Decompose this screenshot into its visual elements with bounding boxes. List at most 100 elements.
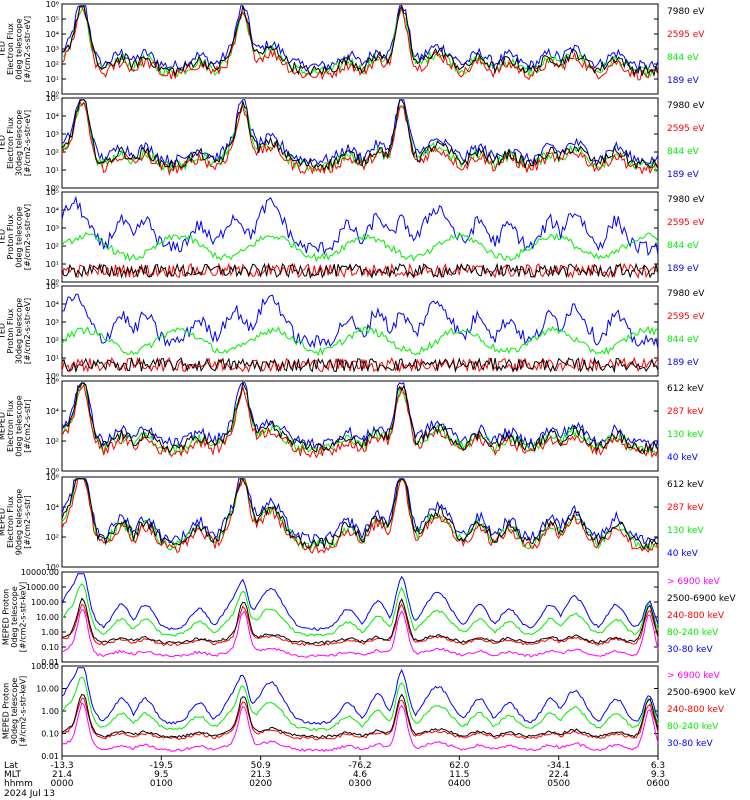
series-line: [61, 262, 659, 279]
y-tick-label: 10⁵: [46, 94, 59, 103]
series-line: [61, 99, 659, 167]
legend-entry: 287 keV: [667, 503, 704, 513]
y-tick-label: 1.00: [41, 628, 59, 637]
y-tick-label: 10²: [46, 336, 59, 345]
legend-entry: 80-240 keV: [667, 722, 719, 732]
legend-entry: 2595 eV: [667, 218, 705, 228]
y-tick-label: 10⁴: [46, 407, 59, 416]
x-tick-label: 9.3: [651, 770, 665, 780]
y-tick-label: 10⁵: [46, 188, 59, 197]
x-tick-label: 50.9: [251, 761, 271, 771]
y-tick-label: 100.00: [31, 662, 59, 671]
legend-entry: 130 keV: [667, 430, 704, 440]
series-line: [61, 99, 659, 171]
y-axis-label: MEPED Proton 90deg telescope [#/cm2-s-str-…: [2, 676, 28, 747]
legend-entry: 2595 eV: [667, 30, 705, 40]
x-tick-label: 21.4: [52, 770, 72, 780]
x-tick-label: -76.2: [348, 761, 371, 771]
panel-4: 10⁰ 10¹ 10² 10³ 10⁴ 10⁵ TED Proton Flux 30deg te…: [0, 282, 705, 381]
x-tick-label: 9.5: [154, 770, 168, 780]
legend-entry: 2595 eV: [667, 312, 705, 322]
legend-entry: > 6900 keV: [667, 577, 721, 587]
legend-entry: 7980 eV: [667, 195, 705, 205]
x-tick-label: 4.6: [353, 770, 368, 780]
y-tick-label: 10¹: [46, 354, 59, 363]
x-tick-label: -19.5: [150, 761, 173, 771]
series-line: [61, 381, 659, 455]
legend-entry: 40 keV: [667, 453, 699, 463]
y-axis-label-line: TED: [0, 41, 6, 58]
y-axis-label-line: 30deg telescope: [14, 110, 23, 177]
y-axis-label-line: [#/cm2-s-str-eV]: [23, 110, 32, 176]
y-axis-label-line: TED: [0, 323, 6, 340]
y-tick-label: 100.00: [31, 598, 59, 607]
y-tick-label: 10³: [46, 45, 59, 54]
legend-entry: 844 eV: [667, 335, 700, 345]
legend-entry: 240-800 keV: [667, 705, 725, 715]
y-tick-label: 1.00: [41, 707, 59, 716]
y-tick-label: 10²: [46, 437, 59, 446]
y-tick-label: 10⁰: [46, 90, 59, 99]
legend-entry: 7980 eV: [667, 101, 705, 111]
panel-frame: [61, 97, 659, 189]
panel-frame: [61, 380, 659, 472]
series-line: [61, 478, 659, 554]
y-tick-label: 10⁰: [46, 467, 59, 476]
legend-entry: 240-800 keV: [667, 611, 725, 621]
series-line: [61, 5, 659, 81]
series-line: [61, 478, 659, 551]
y-axis-label-line: 0deg telescope: [14, 395, 23, 456]
legend-entry: 40 keV: [667, 549, 699, 559]
y-axis-label: MEPED Electron Flux 0deg telescope [#/cm2-s…: [0, 395, 32, 456]
y-tick-label: 10³: [46, 224, 59, 233]
series-line: [61, 693, 659, 739]
panel-frame: [61, 571, 659, 663]
y-axis-label-line: 0deg telescope: [14, 206, 23, 267]
series-line: [61, 667, 659, 726]
x-axis-row-label: Lat: [4, 761, 19, 771]
y-axis-label-line: Proton Flux: [6, 308, 15, 353]
x-tick-label: 11.5: [449, 770, 469, 780]
y-tick-label: 0.10: [41, 643, 59, 652]
series-line: [61, 701, 659, 753]
panel-5: 10⁰ 10² 10⁴ 10⁶ MEPED Electron Flux 0deg teles…: [0, 377, 704, 476]
x-tick-label: 0400: [448, 779, 471, 789]
y-tick-label: 10¹: [46, 75, 59, 84]
y-axis-label: TED Electron Flux 30deg telescope [#/cm2-s-…: [0, 110, 32, 177]
legend-entry: 612 keV: [667, 480, 704, 490]
series-line: [61, 5, 659, 73]
legend-entry: 189 eV: [667, 76, 700, 86]
y-axis-label-line: MEPED: [0, 508, 6, 536]
series-line: [61, 4, 659, 78]
y-axis-label-line: MEPED Proton: [2, 589, 11, 645]
legend-entry: 189 eV: [667, 264, 700, 274]
y-axis-label-line: 0deg telescope: [14, 18, 23, 79]
series-line: [61, 382, 659, 450]
y-axis-label-line: [#/cm2-s-str-eV]: [23, 16, 32, 82]
legend-entry: 130 keV: [667, 526, 704, 536]
series-line: [61, 609, 659, 658]
y-tick-label: 10³: [46, 130, 59, 139]
legend-entry: 844 eV: [667, 241, 700, 251]
y-axis-label: MEPED Electron Flux 90deg telescope [#/cm2-…: [0, 489, 32, 556]
x-tick-label: 21.3: [251, 770, 271, 780]
legend-entry: 189 eV: [667, 358, 700, 368]
y-tick-label: 10⁴: [46, 300, 59, 309]
y-axis-label-line: MEPED Proton: [2, 683, 11, 739]
x-axis-row-label: hhmm: [4, 779, 33, 789]
legend-entry: > 6900 keV: [667, 671, 721, 681]
y-tick-label: 0.10: [41, 730, 59, 739]
x-tick-label: 62.0: [449, 761, 469, 771]
y-axis-label-line: 90deg telescope: [10, 678, 19, 745]
x-axis-group: LatMLThhmm-13.321.40000-19.59.5010050.92…: [4, 756, 670, 799]
legend-entry: 844 eV: [667, 147, 700, 157]
series-line: [61, 325, 659, 356]
series-line: [61, 597, 659, 645]
series-line: [61, 583, 659, 637]
y-tick-label: 10⁴: [46, 30, 59, 39]
y-axis-label: MEPED Proton 0deg telescope [#/cm2-s-str-k…: [2, 582, 28, 653]
series-line: [61, 100, 659, 173]
y-tick-label: 10⁰: [46, 372, 59, 381]
y-tick-label: 10²: [46, 148, 59, 157]
